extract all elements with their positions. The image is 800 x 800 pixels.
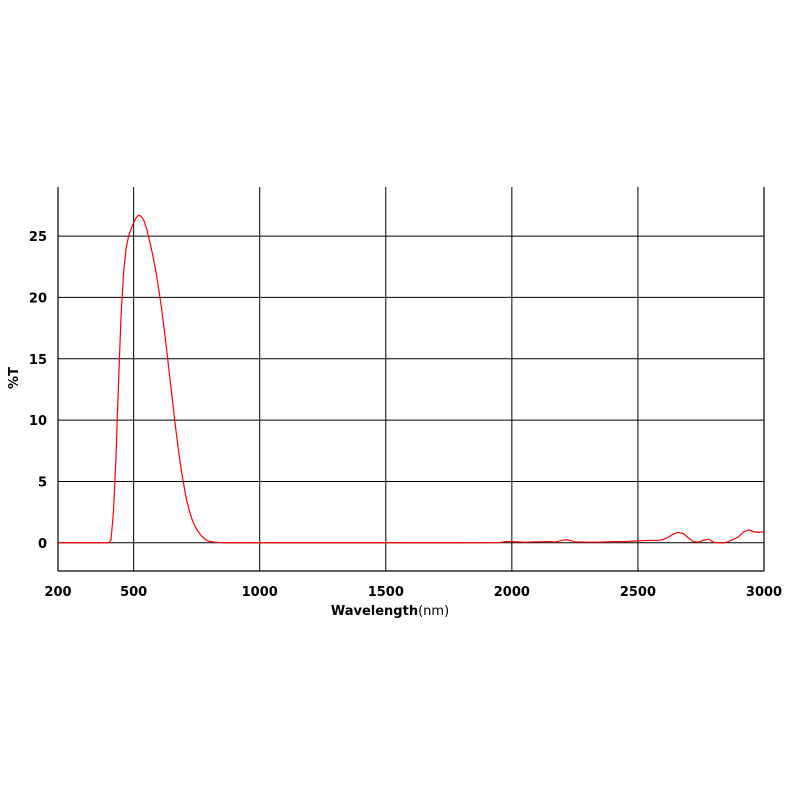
x-tick-label: 2000 [494, 585, 530, 600]
y-tick-label: 25 [29, 230, 47, 245]
y-tick-label: 5 [38, 475, 47, 490]
y-tick-label: 10 [29, 414, 47, 429]
series-line [58, 214, 765, 544]
axes [57, 187, 765, 572]
x-axis-label-unit: (nm) [418, 604, 449, 619]
x-axis-label: Wavelength(nm) [331, 604, 449, 619]
y-tick-label: 15 [29, 353, 47, 368]
tick-labels: 200 500 1000 1500 2000 2500 3000 0 5 10 15 20 25 [29, 230, 782, 600]
y-axis-label: %T [7, 367, 22, 389]
y-tick-label: 0 [38, 537, 47, 552]
x-tick-label: 200 [44, 585, 71, 600]
x-tick-label: 500 [120, 585, 147, 600]
x-tick-label: 1500 [368, 585, 404, 600]
grid [58, 187, 764, 571]
x-tick-label: 2500 [620, 585, 656, 600]
x-axis-label-name: Wavelength [331, 604, 418, 619]
y-tick-label: 20 [29, 291, 47, 306]
x-tick-label: 3000 [746, 585, 782, 600]
x-tick-label: 1000 [242, 585, 278, 600]
